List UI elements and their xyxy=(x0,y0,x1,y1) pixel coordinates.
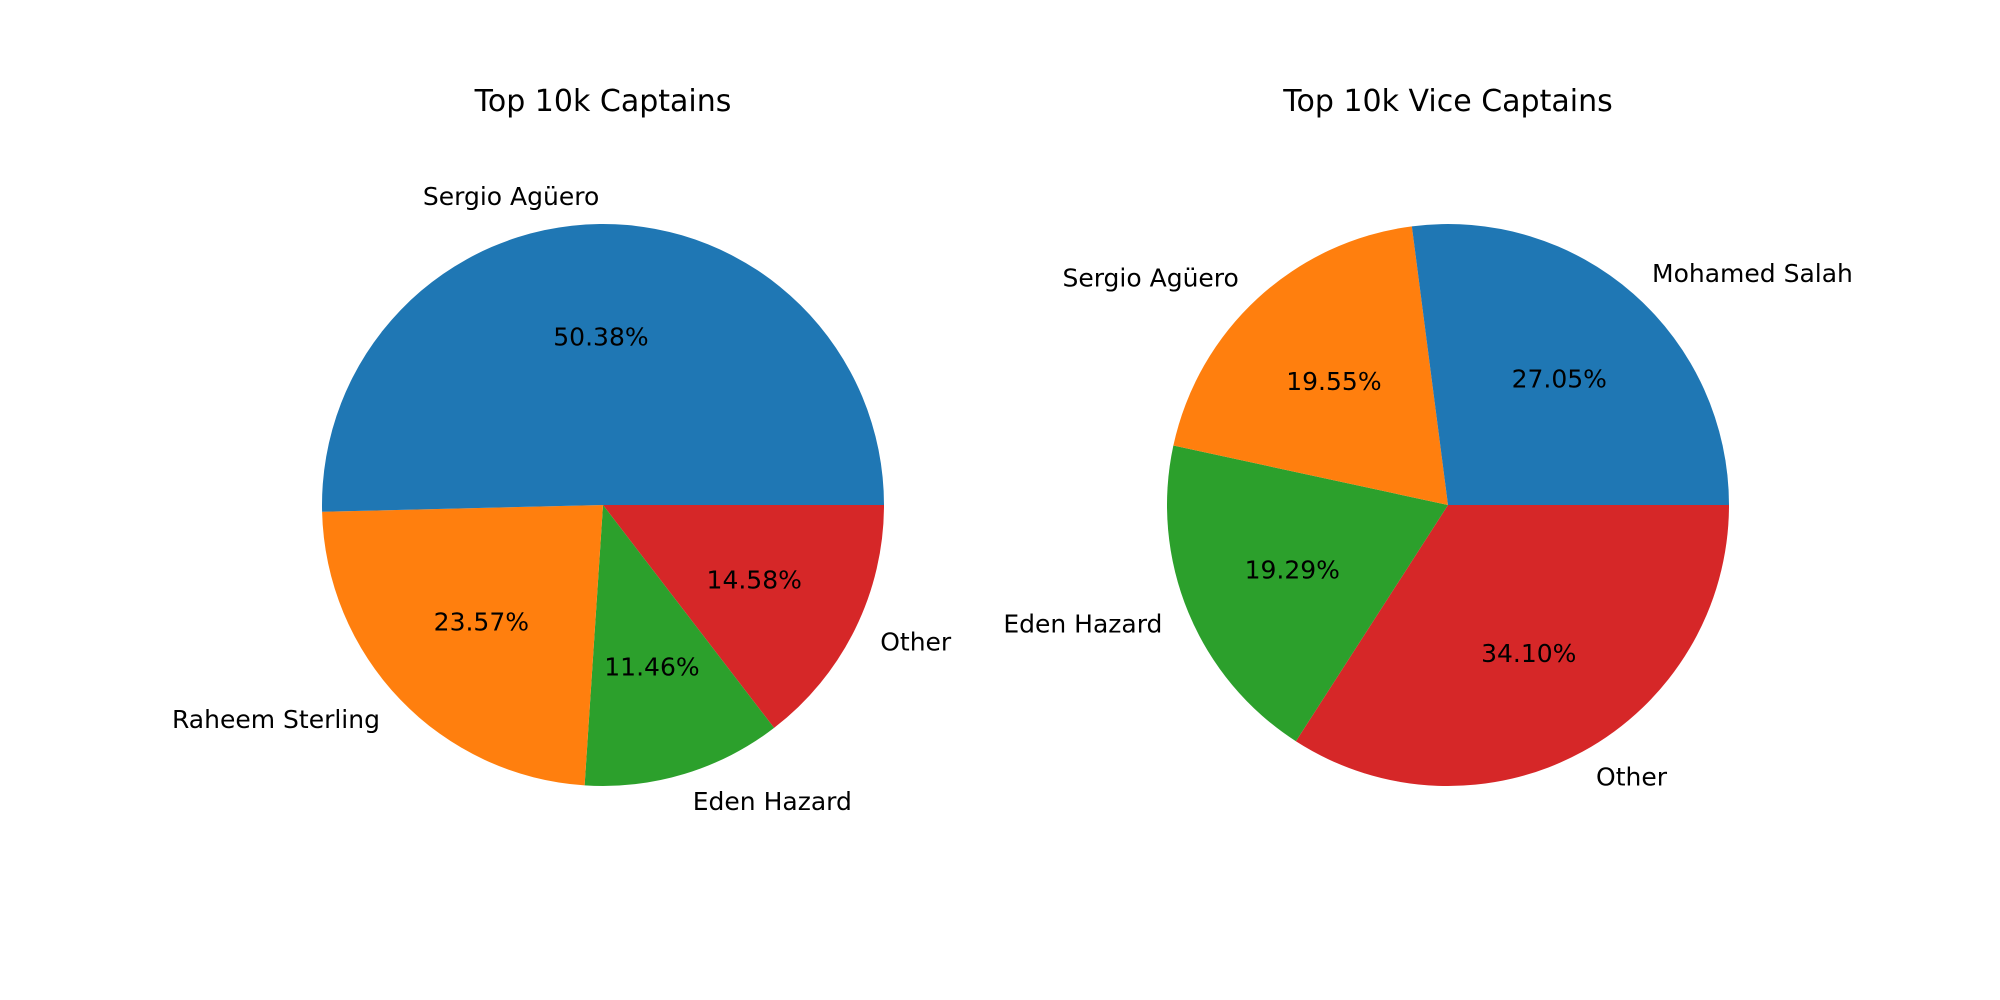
pie-slice xyxy=(322,223,884,512)
slice-percent-label: 34.10% xyxy=(1481,639,1576,668)
slice-percent-label: 50.38% xyxy=(553,322,648,351)
slice-label: Raheem Sterling xyxy=(172,705,380,734)
pie-slice xyxy=(584,505,775,786)
slice-label: Sergio Agüero xyxy=(1062,263,1238,292)
vice-captains-pie-chart: Top 10k Vice Captains Mohamed Salah 27.05… xyxy=(1003,84,1853,791)
slice-percent-label: 19.55% xyxy=(1286,367,1381,396)
slice-percent-label: 11.46% xyxy=(604,652,699,681)
pie-slice xyxy=(1411,224,1729,506)
chart-title: Top 10k Captains xyxy=(474,84,732,119)
pie-slice xyxy=(322,505,603,786)
slice-label: Mohamed Salah xyxy=(1652,259,1853,288)
slice-label: Sergio Agüero xyxy=(423,182,599,211)
slice-label: Eden Hazard xyxy=(693,787,852,816)
pie-slice xyxy=(603,505,884,728)
slice-percent-label: 27.05% xyxy=(1512,364,1607,393)
pie-slice xyxy=(1295,505,1729,786)
slice-percent-label: 23.57% xyxy=(434,608,529,637)
captains-pie-chart: Top 10k Captains Sergio Agüero 50.38% Rahe… xyxy=(172,84,952,816)
slice-label: Other xyxy=(1596,762,1668,791)
slice-label: Other xyxy=(880,628,952,657)
slice-percent-label: 14.58% xyxy=(707,566,802,595)
pie-slice xyxy=(1167,445,1448,742)
chart-title: Top 10k Vice Captains xyxy=(1282,84,1612,119)
slice-percent-label: 19.29% xyxy=(1245,556,1340,585)
slice-label: Eden Hazard xyxy=(1003,609,1162,638)
pie-slice xyxy=(1173,226,1448,505)
